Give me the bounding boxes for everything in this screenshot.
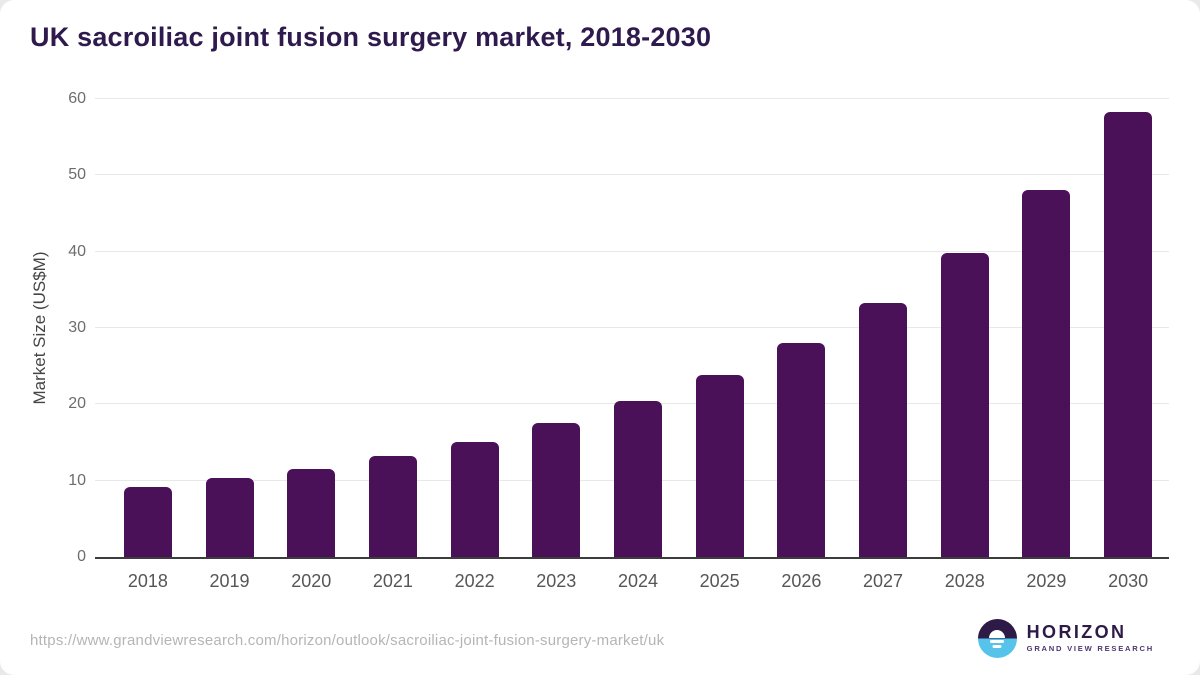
y-tick-label-50: 50 bbox=[68, 166, 86, 184]
y-tick-label-10: 10 bbox=[68, 471, 86, 489]
x-tick-label-2018: 2018 bbox=[127, 571, 168, 591]
y-tick-label-40: 40 bbox=[68, 242, 86, 260]
horizon-logo: HORIZON GRAND VIEW RESEARCH bbox=[977, 617, 1154, 659]
bar-2029 bbox=[1022, 189, 1071, 557]
gridline-30 bbox=[95, 327, 1169, 328]
logo-title: HORIZON bbox=[1026, 621, 1127, 642]
gridline-40 bbox=[95, 250, 1169, 252]
x-tick-label-2026: 2026 bbox=[781, 571, 822, 591]
bar-slot-2030 bbox=[1087, 99, 1169, 557]
x-tick-label-2019: 2019 bbox=[209, 571, 250, 591]
bar-2020 bbox=[287, 469, 336, 557]
horizon-sun-icon bbox=[977, 618, 1017, 658]
bar-2018 bbox=[123, 486, 172, 557]
bar-slot-2018 bbox=[107, 99, 189, 557]
logo-subtitle: GRAND VIEW RESEARCH bbox=[1026, 644, 1154, 654]
bar-2023 bbox=[532, 423, 581, 557]
bar-slot-2020 bbox=[270, 99, 352, 557]
bar-slot-2019 bbox=[189, 99, 271, 557]
bar-2025 bbox=[695, 374, 744, 557]
x-tick-label-2022: 2022 bbox=[454, 571, 495, 591]
x-axis-labels: 2018 2019 2020 2021 2022 2023 2024 2025 2026 2027… bbox=[107, 571, 1169, 595]
x-tick-label-2028: 2028 bbox=[944, 571, 985, 591]
bar-2028 bbox=[940, 253, 989, 557]
gridline-50 bbox=[95, 174, 1169, 176]
bar-2027 bbox=[859, 302, 908, 557]
x-tick-label-2024: 2024 bbox=[617, 571, 658, 591]
x-tick-label-2029: 2029 bbox=[1026, 571, 1067, 591]
y-tick-label-20: 20 bbox=[68, 395, 86, 413]
x-tick-label-2030: 2030 bbox=[1108, 571, 1149, 591]
x-tick-label-2027: 2027 bbox=[863, 571, 904, 591]
bar-slot-2021 bbox=[352, 99, 434, 557]
bar-2026 bbox=[777, 343, 826, 557]
y-axis-tick-labels: 0 10 20 30 40 50 60 bbox=[30, 91, 86, 565]
bar-slot-2024 bbox=[597, 99, 679, 557]
bar-2022 bbox=[450, 441, 499, 557]
bar-slot-2023 bbox=[515, 99, 597, 557]
logo-text: HORIZON GRAND VIEW RESEARCH bbox=[1026, 621, 1154, 654]
bar-slot-2028 bbox=[924, 99, 1006, 557]
gridline-60 bbox=[95, 98, 1169, 99]
bar-slot-2029 bbox=[1006, 99, 1088, 557]
source-url[interactable]: https://www.grandviewresearch.com/horizo… bbox=[30, 632, 665, 649]
bar-2021 bbox=[368, 456, 417, 557]
y-tick-label-60: 60 bbox=[68, 90, 86, 107]
bar-2030 bbox=[1104, 111, 1153, 557]
x-axis-line bbox=[95, 557, 1169, 559]
bars-group bbox=[107, 99, 1169, 557]
sun-reflection-line bbox=[992, 645, 1002, 648]
x-tick-label-2023: 2023 bbox=[536, 571, 577, 591]
sun-dome-shape bbox=[989, 630, 1006, 638]
bar-2024 bbox=[613, 401, 662, 557]
bar-slot-2027 bbox=[842, 99, 924, 557]
sun-reflection-line bbox=[990, 640, 1005, 643]
plot-area bbox=[95, 98, 1169, 559]
bar-slot-2026 bbox=[761, 99, 843, 557]
x-tick-label-2021: 2021 bbox=[372, 571, 413, 591]
y-tick-label-0: 0 bbox=[77, 548, 86, 565]
y-tick-label-30: 30 bbox=[68, 319, 86, 336]
chart-title: UK sacroiliac joint fusion surgery marke… bbox=[30, 22, 712, 52]
bar-2019 bbox=[205, 478, 254, 557]
bar-slot-2022 bbox=[434, 99, 516, 557]
bar-slot-2025 bbox=[679, 99, 761, 557]
x-tick-label-2020: 2020 bbox=[291, 571, 332, 591]
x-tick-label-2025: 2025 bbox=[699, 571, 740, 591]
